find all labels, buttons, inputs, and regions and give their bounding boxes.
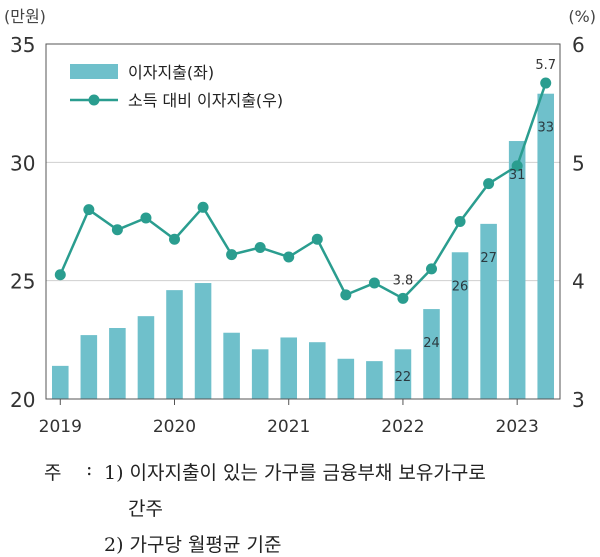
- line-point-3: [140, 212, 152, 224]
- line-point-6: [226, 249, 238, 261]
- bar-8: [280, 337, 298, 399]
- line-point-12: [397, 292, 409, 304]
- line-point-8: [283, 251, 295, 263]
- bar-9: [308, 342, 326, 399]
- legend-label-bar: 이자지출(좌): [128, 63, 214, 82]
- bar-3: [137, 316, 155, 399]
- bar-data-label-15: 27: [480, 251, 497, 266]
- legend: 이자지출(좌) 소득 대비 이자지출(우): [70, 63, 283, 110]
- bar-16: [508, 141, 526, 400]
- left-axis-unit: (만원): [4, 7, 46, 26]
- bar-4: [166, 290, 183, 399]
- x-tick-label-2022: 2022: [381, 417, 424, 437]
- bar-10: [337, 358, 355, 399]
- line-point-5: [197, 201, 209, 213]
- bar-data-label-12: 22: [395, 370, 412, 385]
- line-point-10: [340, 289, 352, 301]
- right-tick-label-6: 6: [572, 33, 585, 57]
- line-path: [59, 82, 547, 300]
- line-point-4: [169, 233, 180, 245]
- x-tick-label-2021: 2021: [267, 417, 310, 437]
- x-tick-label-2019: 2019: [39, 417, 82, 437]
- line-point-17: [540, 77, 552, 89]
- bar-11: [366, 361, 383, 399]
- bar-12: [394, 349, 412, 399]
- data-labels: 22 24 26 27 31 33 3.8 5.7: [393, 58, 556, 385]
- line-point-14: [454, 216, 466, 227]
- right-tick-label-3: 3: [572, 388, 585, 412]
- bar-data-label-13: 24: [423, 336, 440, 351]
- plot-frame: [45, 43, 561, 400]
- note-colon: :: [86, 458, 93, 480]
- note-label: 주: [44, 462, 62, 484]
- line-data-label-12: 3.8: [393, 273, 414, 288]
- left-tick-label-20: 20: [10, 388, 35, 412]
- bar-1: [80, 335, 98, 399]
- axes-labels: 2019 2020 2021 2022 2023 20 25 30 35 (만원) 3 4 5 6 (%): [4, 7, 596, 437]
- line-point-13: [426, 263, 437, 275]
- right-tick-label-4: 4: [572, 270, 585, 294]
- bar-17: [537, 93, 555, 399]
- right-axis-unit: (%): [568, 7, 596, 26]
- legend-label-line: 소득 대비 이자지출(우): [128, 91, 283, 110]
- bar-data-label-17: 33: [537, 121, 554, 136]
- bar-2: [109, 328, 126, 399]
- line-data-label-17: 5.7: [535, 58, 556, 73]
- x-tick-label-2023: 2023: [496, 417, 539, 437]
- left-tick-label-25: 25: [10, 270, 35, 294]
- plot-border: [45, 43, 561, 400]
- legend-swatch-marker: [88, 94, 100, 106]
- line-point-9: [311, 233, 323, 245]
- bar-15: [480, 223, 497, 399]
- line-point-11: [368, 277, 380, 289]
- line-point-1: [83, 204, 95, 216]
- left-tick-label-35: 35: [10, 33, 35, 57]
- note-1: 1) 이자지출이 있는 가구를 금융부채 보유가구로: [104, 462, 486, 484]
- note-2: 2) 가구당 월평균 기준: [104, 534, 282, 556]
- bar-13: [423, 309, 440, 399]
- bar-series-interest-expense: [51, 93, 555, 400]
- bar-data-label-16: 31: [509, 168, 526, 183]
- bar-7: [251, 349, 269, 399]
- bar-14: [451, 252, 469, 399]
- line-series-interest-ratio: [54, 77, 552, 304]
- x-tick-label-2020: 2020: [153, 417, 196, 437]
- line-point-2: [111, 224, 123, 236]
- line-point-15: [483, 178, 495, 190]
- note-1-continued: 간주: [128, 498, 163, 520]
- legend-swatch-bar: [70, 64, 118, 79]
- line-point-7: [254, 242, 266, 254]
- bar-5: [194, 283, 212, 399]
- bar-data-label-14: 26: [452, 279, 469, 294]
- left-tick-label-30: 30: [10, 151, 35, 175]
- line-point-16: [511, 160, 523, 172]
- bar-0: [51, 365, 69, 399]
- bar-6: [223, 332, 240, 399]
- right-tick-label-5: 5: [572, 151, 585, 175]
- line-point-0: [54, 269, 66, 281]
